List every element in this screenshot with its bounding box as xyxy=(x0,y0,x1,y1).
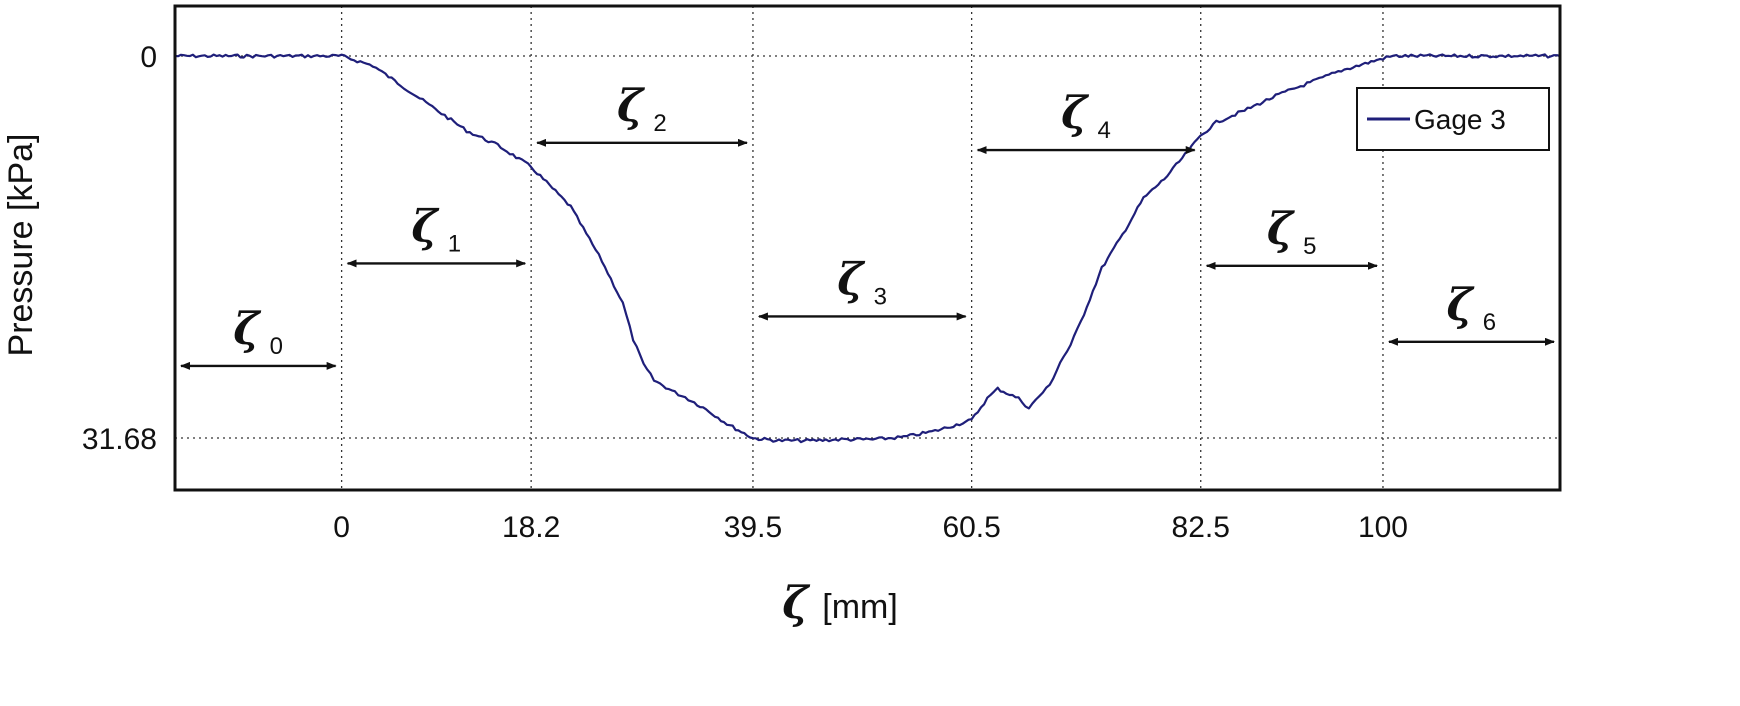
x-tick-label: 82.5 xyxy=(1172,511,1230,544)
span-label-subscript: 1 xyxy=(448,230,461,257)
legend: Gage 3 xyxy=(1356,87,1550,151)
span-label-subscript: 5 xyxy=(1303,233,1316,260)
x-axis-symbol: ζ xyxy=(782,578,810,629)
y-axis-title: Pressure [kPa] xyxy=(2,134,40,357)
x-tick-label: 0 xyxy=(333,511,350,544)
span-label-subscript: 4 xyxy=(1098,117,1111,144)
span-label: ζ xyxy=(837,254,865,305)
x-tick-label: 18.2 xyxy=(502,511,560,544)
span-label-subscript: 0 xyxy=(270,333,283,360)
span-label: ζ xyxy=(233,304,261,355)
y-tick-label: 31.68 xyxy=(82,423,157,456)
x-axis-unit: [mm] xyxy=(822,588,898,626)
span-label: ζ xyxy=(1446,280,1474,331)
span-label: ζ xyxy=(411,201,439,252)
span-label: ζ xyxy=(1061,88,1089,139)
x-tick-label: 39.5 xyxy=(724,511,782,544)
span-label-subscript: 3 xyxy=(874,283,887,310)
plot-frame xyxy=(173,4,1562,492)
span-label-subscript: 6 xyxy=(1483,309,1496,336)
series-layer xyxy=(174,53,1561,444)
span-annotations: ζ 0ζ 1ζ 2ζ 3ζ 4ζ 5ζ 6 xyxy=(180,81,1555,370)
x-tick-label: 100 xyxy=(1358,511,1408,544)
x-tick-label: 60.5 xyxy=(942,511,1000,544)
series-line xyxy=(174,53,1561,444)
span-label-subscript: 2 xyxy=(653,110,666,137)
span-label: ζ xyxy=(1267,204,1295,255)
grid xyxy=(175,6,1560,490)
span-label: ζ xyxy=(617,81,645,132)
legend-label: Gage 3 xyxy=(1414,104,1506,135)
tick-labels: 0 18.2 39.5 60.5 82.5 100 0 31.68 xyxy=(82,41,1408,544)
x-axis-title: ζ [mm] xyxy=(782,578,898,629)
y-tick-label: 0 xyxy=(140,41,157,74)
